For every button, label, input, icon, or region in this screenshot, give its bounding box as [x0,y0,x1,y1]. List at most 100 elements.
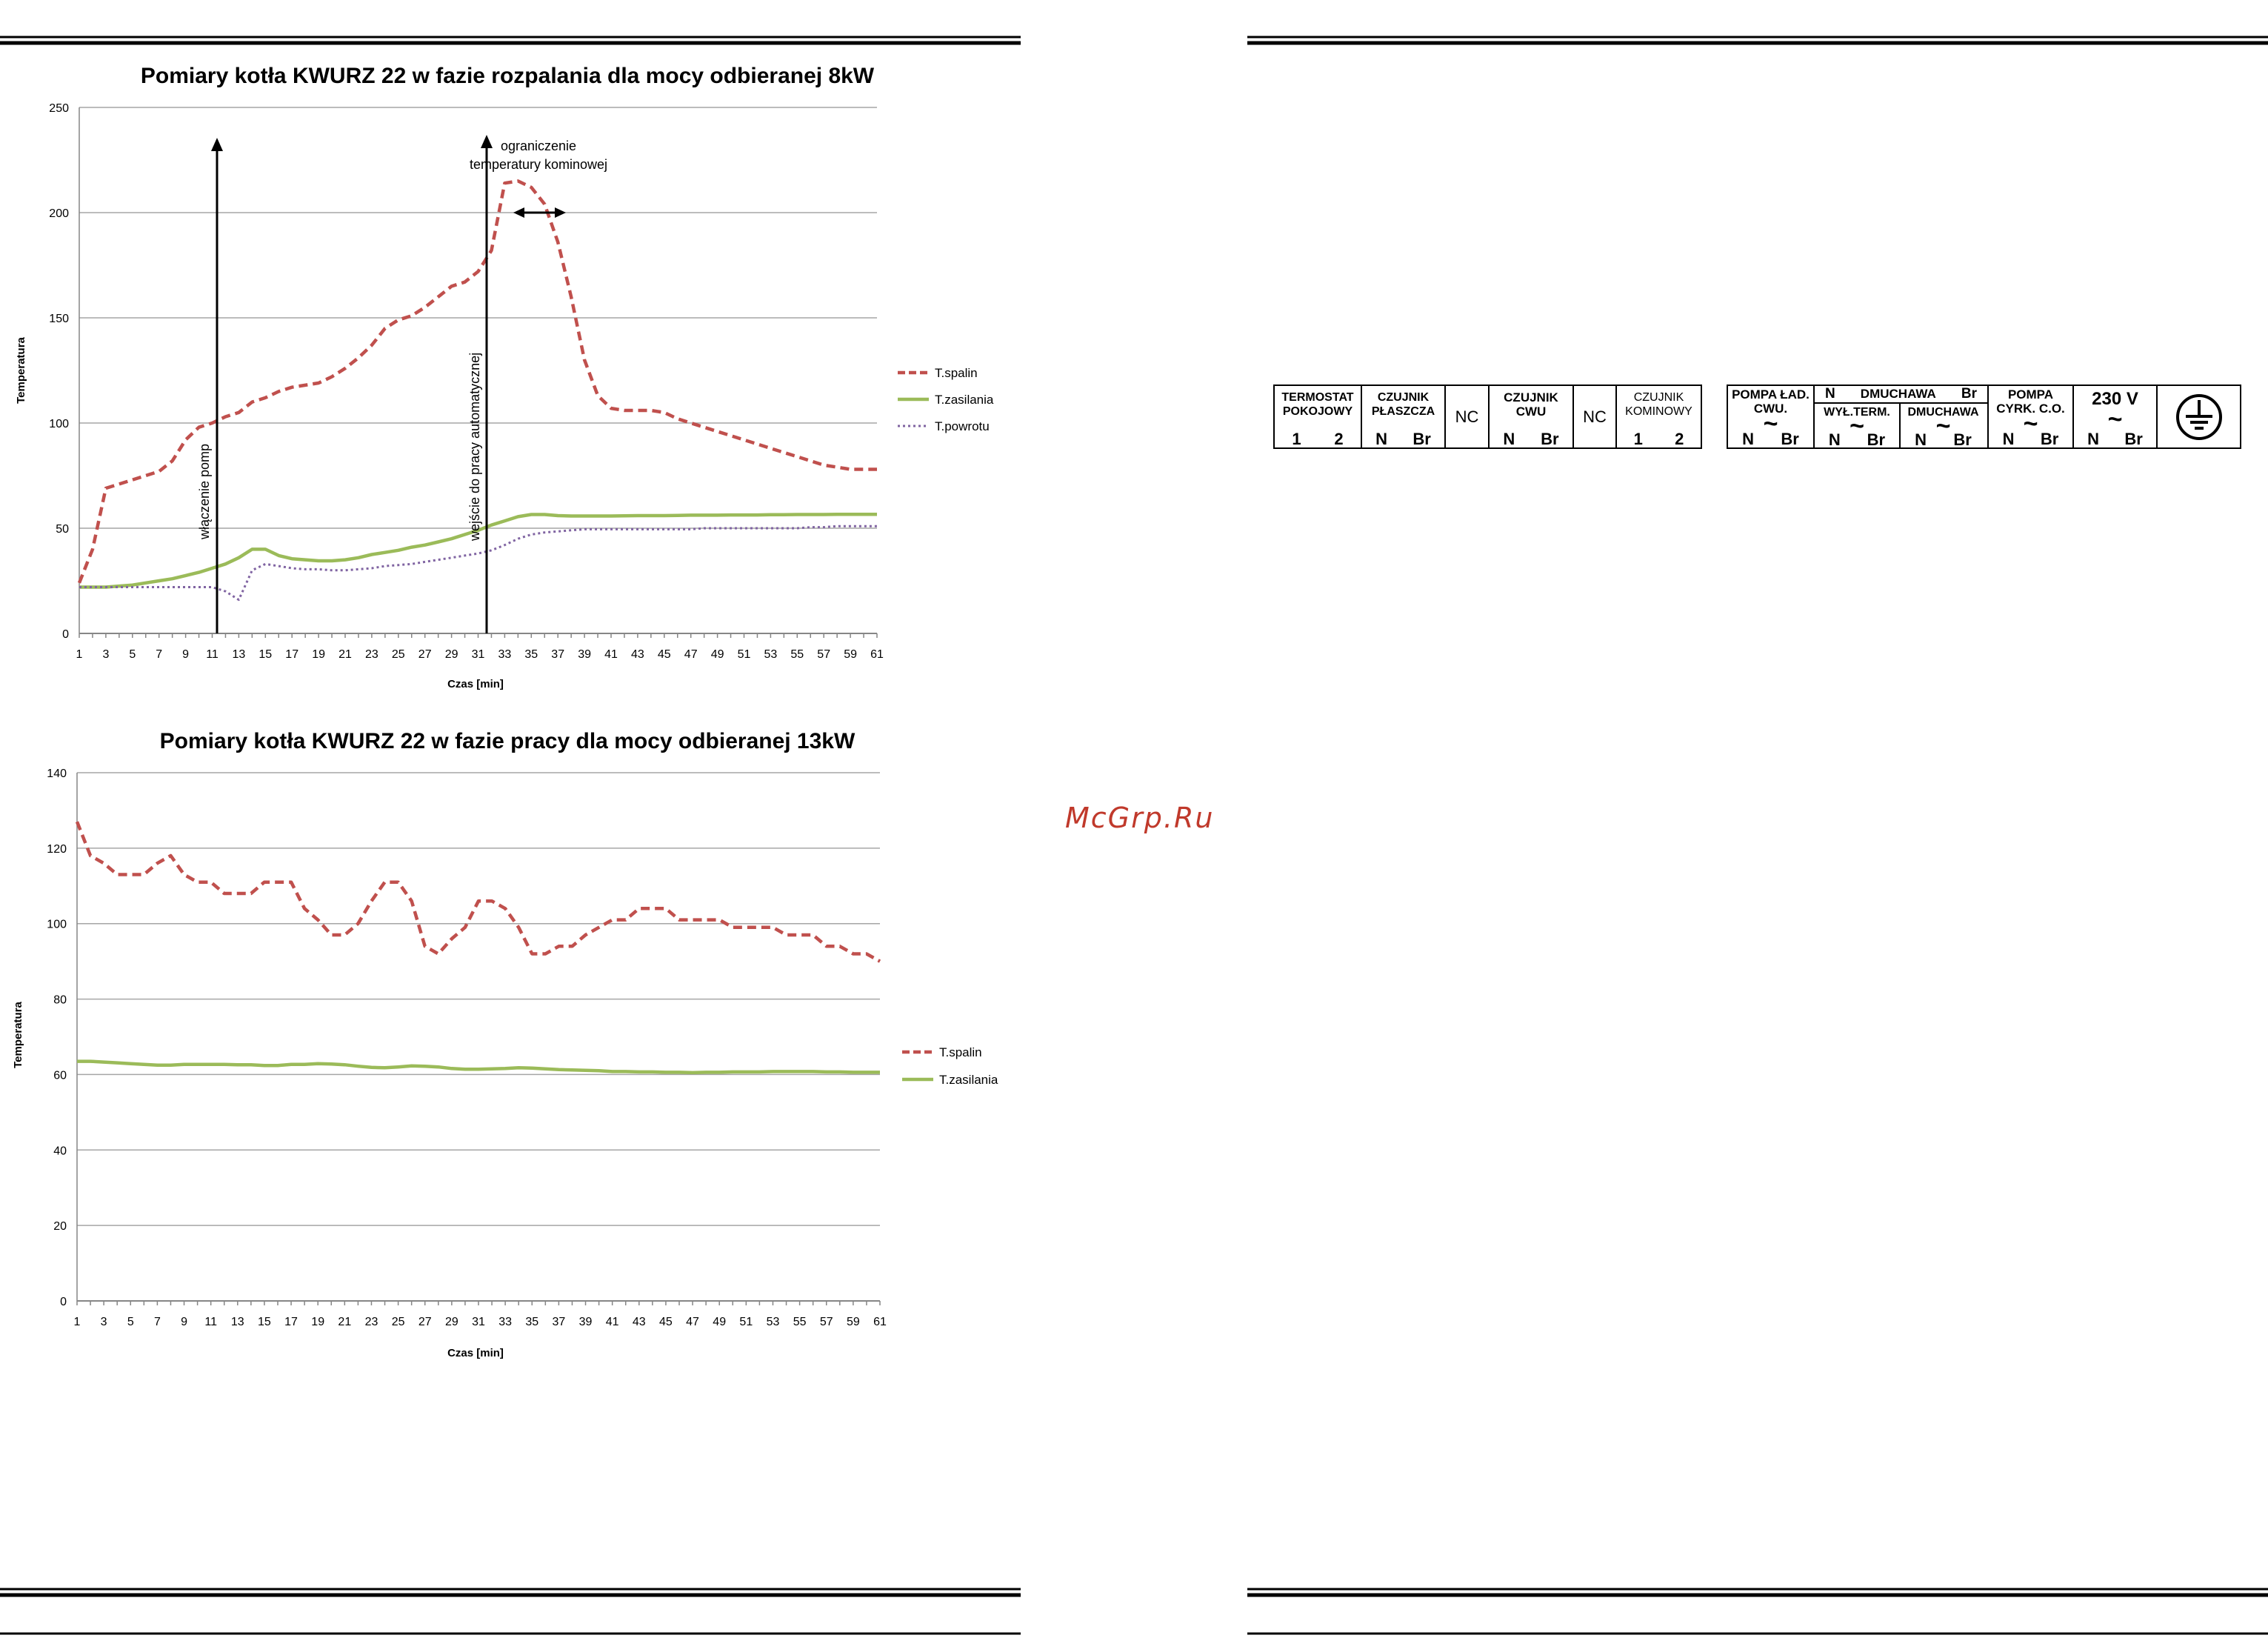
x-tick-label: 39 [579,1316,593,1328]
x-tick-label: 61 [873,1316,887,1328]
terminal-fan-header-label: DMUCHAWA [1860,387,1936,401]
x-tick-label: 33 [498,648,512,661]
x-tick-label: 17 [284,1316,298,1328]
terminal-dhw-sensor-label: CZUJNIK CWU [1504,390,1558,419]
x-tick-label: 37 [551,648,564,661]
x-tick-label: 1 [76,648,83,661]
ac-tilde-icon: ~ [1763,410,1778,438]
x-tick-label: 49 [713,1316,726,1328]
x-tick-label: 57 [817,648,830,661]
terminal-pin: Br [1781,430,1799,448]
x-tick-label: 45 [659,1316,673,1328]
x-tick-label: 31 [472,648,485,661]
series-line-tspalin [75,821,881,963]
annotation-flue-limit: ograniczenie temperatury kominowej [470,139,607,172]
x-tick-label: 7 [156,648,162,661]
terminal-nc-label: NC [1455,407,1479,426]
terminal-room-thermostat: TERMOSTAT POKOJOWY 1 2 [1275,386,1362,447]
x-tick-label: 39 [578,648,591,661]
terminal-pin: N [1503,430,1515,448]
terminal-ground [2158,386,2240,447]
x-tick-label: 25 [392,648,405,661]
y-tick-label: 40 [53,1145,67,1157]
terminal-flue-sensor: CZUJNIK KOMINOWY 1 2 [1617,386,1701,447]
chart2-x-axis-label: Czas [min] [447,1347,504,1359]
x-tick-label: 41 [604,648,618,661]
x-tick-label: 35 [524,648,538,661]
terminal-nc-label: NC [1583,407,1607,426]
auto-mode-arrowhead [481,135,493,148]
terminal-nc-2: NC [1574,386,1617,447]
legend-label: T.zasilania [939,1073,998,1087]
x-tick-label: 9 [182,648,189,661]
x-tick-label: 59 [844,648,857,661]
terminal-pin: 2 [1675,430,1684,448]
x-tick-label: 51 [739,1316,753,1328]
terminal-nc-1: NC [1446,386,1490,447]
series-line-tzasilania [79,513,877,589]
x-tick-label: 7 [154,1316,161,1328]
x-tick-label: 59 [847,1316,860,1328]
x-tick-label: 15 [258,1316,271,1328]
y-tick-label: 120 [47,843,67,856]
terminal-jacket-sensor: CZUJNIK PŁASZCZA N Br [1362,386,1446,447]
chart1-series [77,179,877,602]
terminal-fan-header: N DMUCHAWA Br [1815,386,1987,404]
x-tick-label: 55 [790,648,804,661]
x-tick-label: 25 [392,1316,405,1328]
x-tick-label: 29 [445,648,458,661]
y-tick-label: 0 [60,1296,67,1308]
x-tick-label: 55 [793,1316,807,1328]
x-tick-label: 15 [259,648,272,661]
x-tick-label: 23 [365,648,378,661]
y-tick-label: 0 [62,628,69,641]
terminal-pin: 1 [1633,430,1643,448]
chart2-legend: T.spalin T.zasilania [902,1045,998,1087]
chart2-series [75,821,881,1075]
x-tick-label: 47 [684,648,698,661]
x-tick-label: 3 [101,1316,107,1328]
chart2-y-ticks: 0 20 40 60 80 100 120 140 [47,768,67,1308]
terminal-thermal-switch-label: WYŁ.TERM. [1824,406,1890,419]
x-tick-label: 43 [631,648,644,661]
x-tick-label: 31 [472,1316,485,1328]
watermark: McGrp.Ru [1065,802,1215,834]
flue-limit-arrowhead-right [555,207,566,218]
x-tick-label: 57 [820,1316,833,1328]
pump-on-arrowhead [211,138,223,151]
x-tick-label: 13 [233,648,246,661]
chart-ignition-phase: Pomiary kotła KWURZ 22 w fazie rozpalani… [15,64,994,690]
x-tick-label: 51 [738,648,751,661]
terminal-fan-group: N DMUCHAWA Br WYŁ.TERM. ~ N Br DMUCHAWA … [1815,386,1989,448]
annotation-pump-on: włączenie pomp [197,444,212,540]
terminal-pin: N [1375,430,1388,448]
terminal-thermal-switch: WYŁ.TERM. ~ N Br [1815,404,1901,448]
chart1-annotations: włączenie pomp wejście do pracy automaty… [197,135,607,633]
terminal-ch-pump-label: POMPA CYRK. C.O. [1996,387,2065,416]
terminal-pin: Br [1953,430,1972,449]
y-tick-label: 80 [53,994,67,1007]
terminal-pin: 1 [1292,430,1301,448]
x-tick-label: 21 [338,1316,351,1328]
x-tick-label: 47 [686,1316,699,1328]
terminal-mains-label: 230 V [2092,389,2138,409]
x-tick-label: 49 [711,648,724,661]
x-tick-label: 53 [767,1316,780,1328]
y-tick-label: 140 [47,768,67,780]
terminal-pin: Br [1867,430,1886,449]
terminal-fan-label: DMUCHAWA [1907,406,1979,419]
series-line-tzasilania [77,1059,880,1075]
flue-limit-arrowhead-left [513,207,524,218]
annotation-auto-mode: wejście do pracy automatycznej [467,353,482,542]
legend-label: T.spalin [935,366,978,380]
chart2-gridlines [76,772,880,1302]
legend-label: T.powrotu [935,419,990,433]
terminal-fan-subgroup: WYŁ.TERM. ~ N Br DMUCHAWA ~ N Br [1815,404,1987,448]
chart2-title: Pomiary kotła KWURZ 22 w fazie pracy dla… [160,729,855,753]
terminal-block-sensors: TERMOSTAT POKOJOWY 1 2 CZUJNIK PŁASZCZA … [1273,384,1702,449]
terminal-pin: N [2087,430,2100,448]
x-tick-label: 9 [181,1316,187,1328]
terminal-ch-pump: POMPA CYRK. C.O. ~ N Br [1989,386,2074,447]
chart-working-phase: Pomiary kotła KWURZ 22 w fazie pracy dla… [12,729,998,1359]
